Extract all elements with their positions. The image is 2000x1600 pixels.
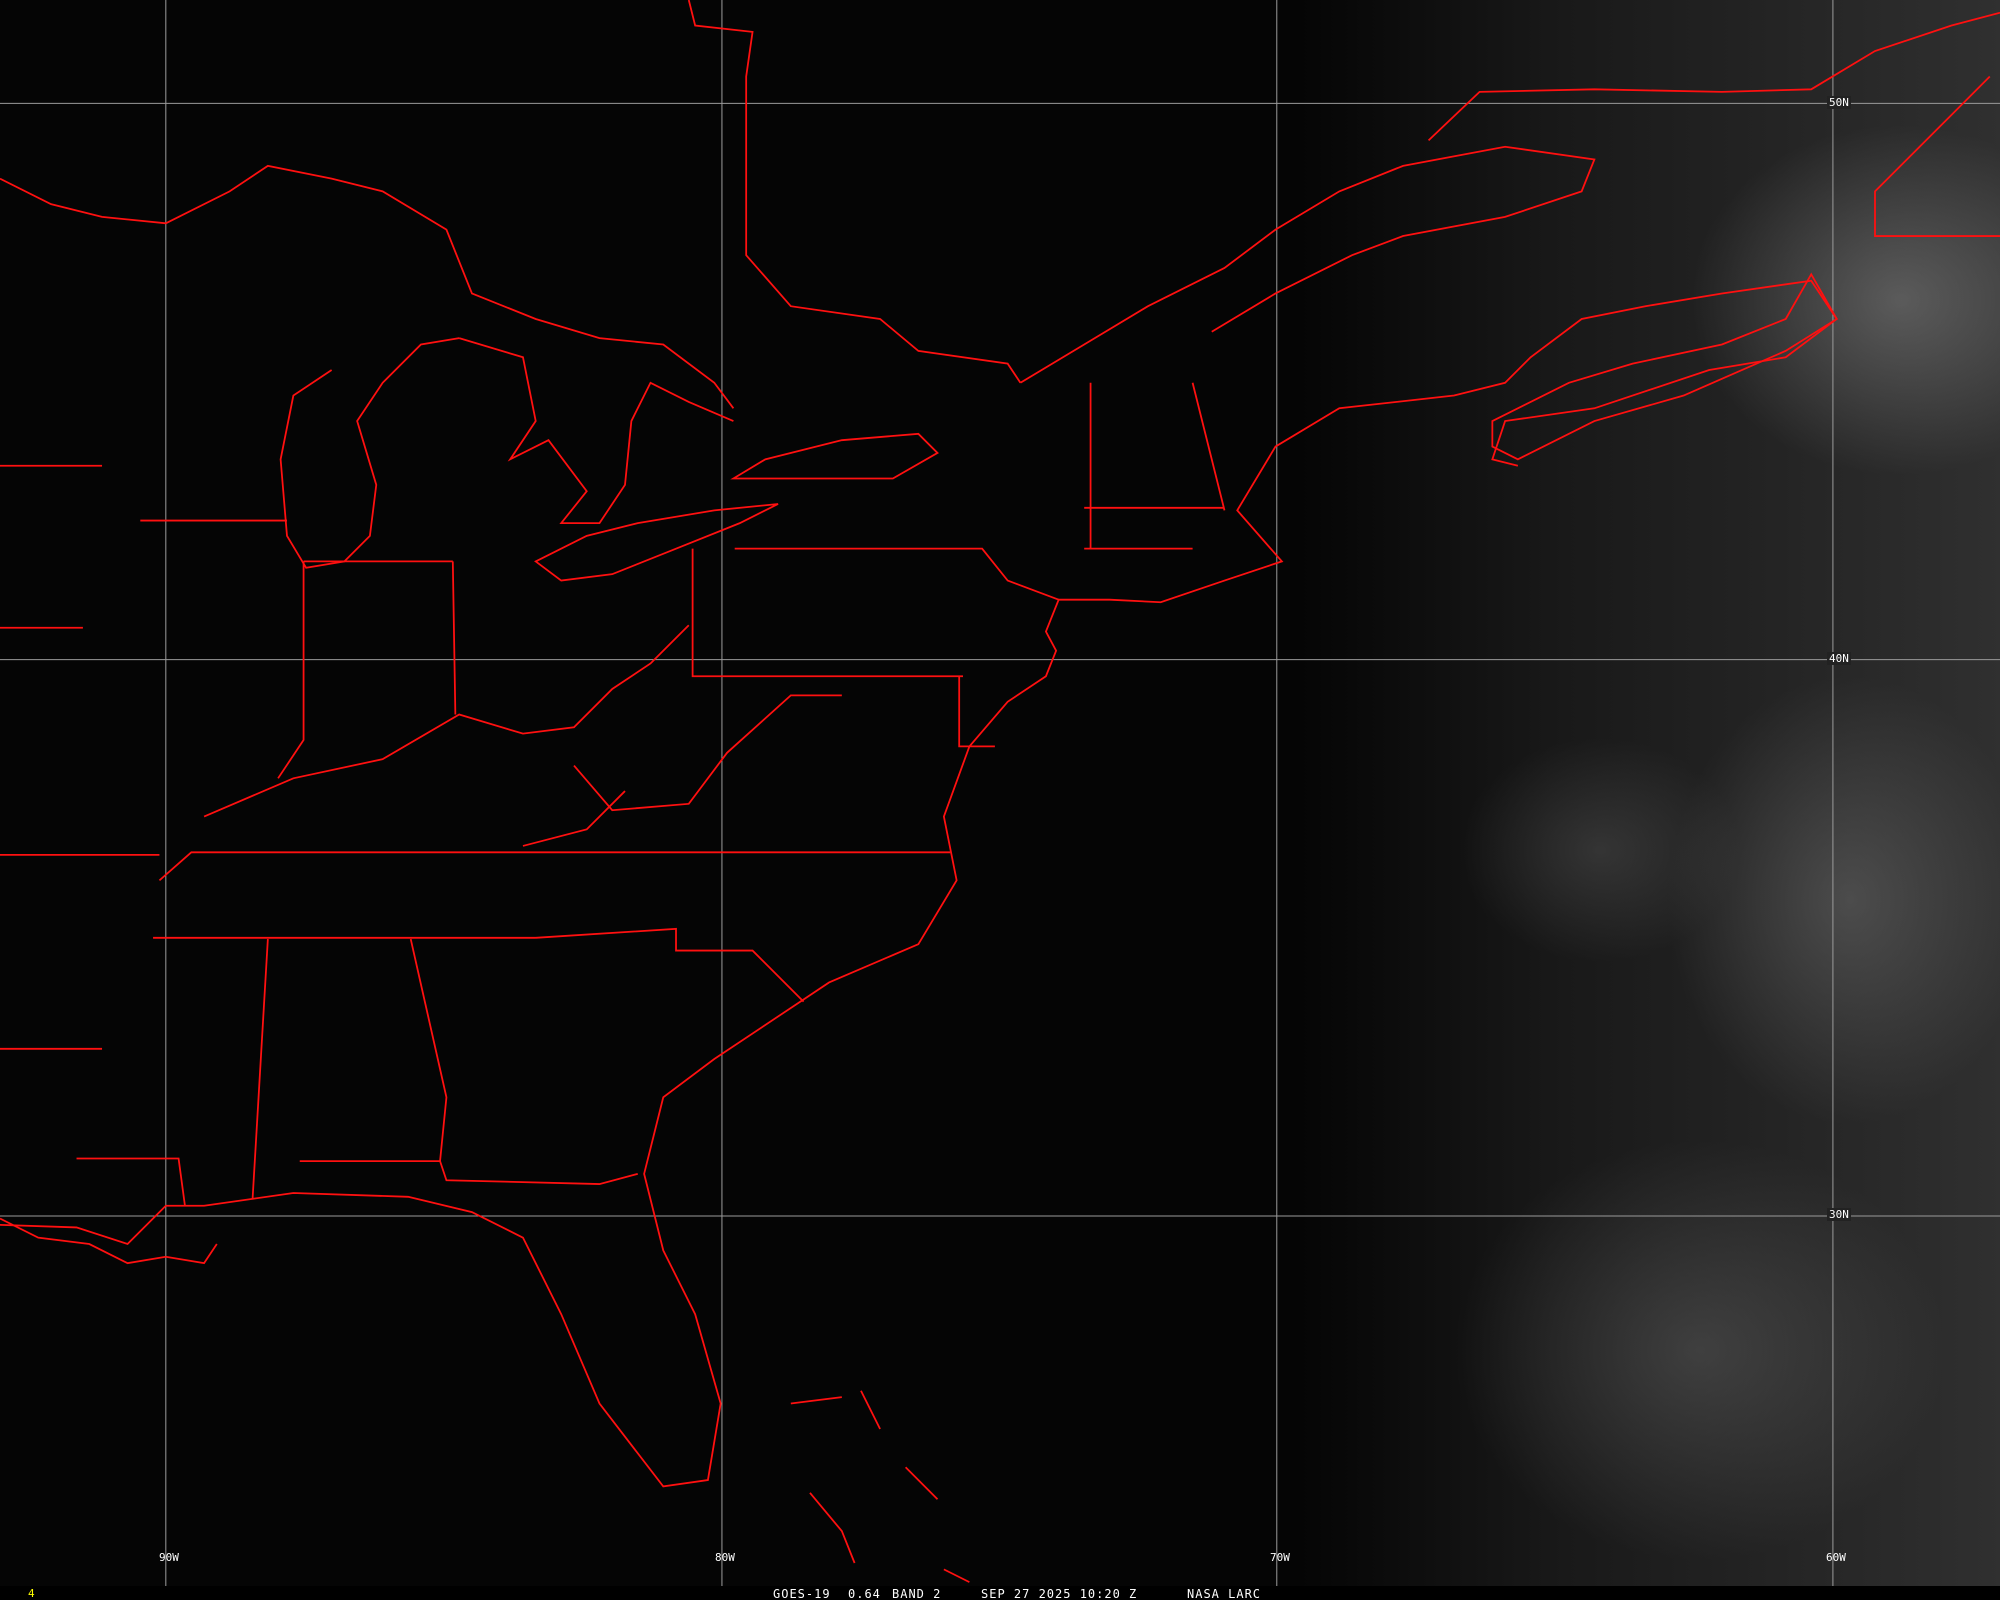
labrador-coast bbox=[1427, 11, 2000, 237]
frame-number: 4 bbox=[28, 1587, 35, 1600]
nova-scotia bbox=[1491, 272, 1838, 461]
lon-label-70w: 70W bbox=[1270, 1551, 1290, 1564]
lake-ontario bbox=[730, 432, 939, 480]
lon-label-80w: 80W bbox=[715, 1551, 735, 1564]
band-label: BAND 2 bbox=[892, 1587, 942, 1600]
hudson-bay bbox=[687, 0, 1022, 384]
lake-erie bbox=[534, 503, 779, 582]
lon-label-90w: 90W bbox=[159, 1551, 179, 1564]
channel-wavelength: 0.64 bbox=[848, 1587, 881, 1600]
timestamp: SEP 27 2025 10:20 Z bbox=[981, 1587, 1138, 1600]
lake-superior bbox=[0, 164, 735, 409]
lat-label-40n: 40N bbox=[1827, 652, 1851, 665]
lat-label-50n: 50N bbox=[1827, 96, 1851, 109]
lat-label-30n: 30N bbox=[1827, 1208, 1851, 1221]
lake-michigan bbox=[279, 337, 460, 569]
gulf-coast-west bbox=[0, 1217, 218, 1265]
state-lines bbox=[0, 382, 1226, 1206]
satellite-name: GOES-19 bbox=[773, 1587, 831, 1600]
lon-label-60w: 60W bbox=[1826, 1551, 1846, 1564]
st-lawrence-coast bbox=[1019, 145, 1596, 384]
east-coastline bbox=[0, 279, 1838, 1488]
cuba-bahamas bbox=[790, 1390, 970, 1583]
lake-huron bbox=[458, 337, 734, 525]
caption-bar bbox=[0, 1586, 2000, 1600]
credit: NASA LARC bbox=[1187, 1587, 1262, 1600]
